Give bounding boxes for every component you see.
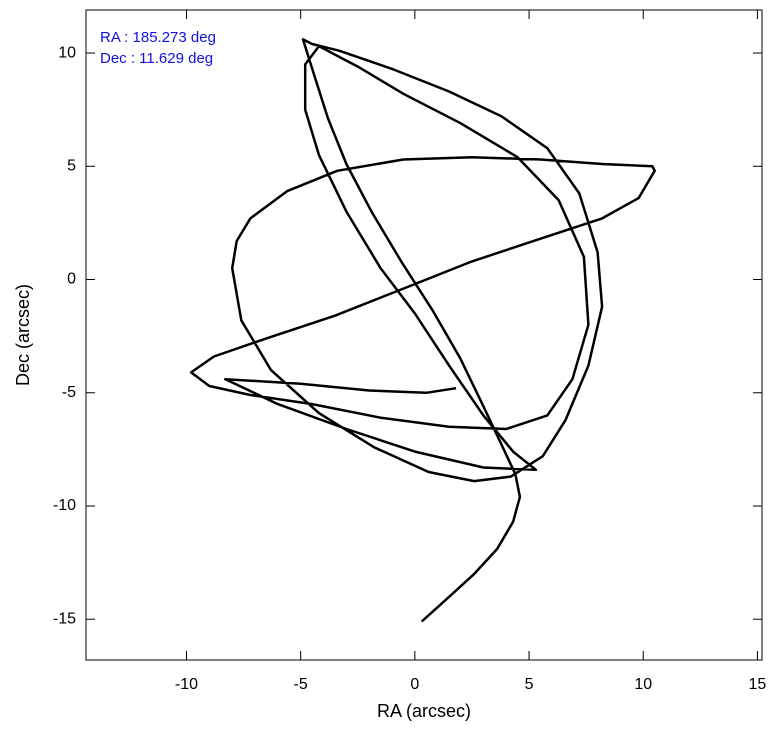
plot-frame — [85, 9, 763, 661]
x-tick-label: -5 — [294, 676, 308, 693]
x-tick-label: -10 — [175, 676, 198, 693]
y-tick-label: 10 — [58, 44, 76, 61]
y-tick-label: -5 — [62, 384, 76, 401]
annotation: Dec : 11.629 deg — [100, 50, 213, 67]
y-tick-label: -10 — [53, 497, 76, 514]
y-tick-label: 5 — [67, 157, 76, 174]
x-tick-label: 5 — [525, 676, 534, 693]
x-axis-label: RA (arcsec) — [377, 701, 471, 721]
y-axis-label: Dec (arcsec) — [13, 284, 33, 386]
x-tick-label: 0 — [410, 676, 419, 693]
y-tick-label: 0 — [67, 271, 76, 288]
annotation: RA : 185.273 deg — [100, 29, 216, 46]
x-tick-label: 15 — [749, 676, 767, 693]
trajectory-line — [189, 38, 656, 623]
x-tick-label: 10 — [634, 676, 652, 693]
y-tick-label: -15 — [53, 610, 76, 627]
